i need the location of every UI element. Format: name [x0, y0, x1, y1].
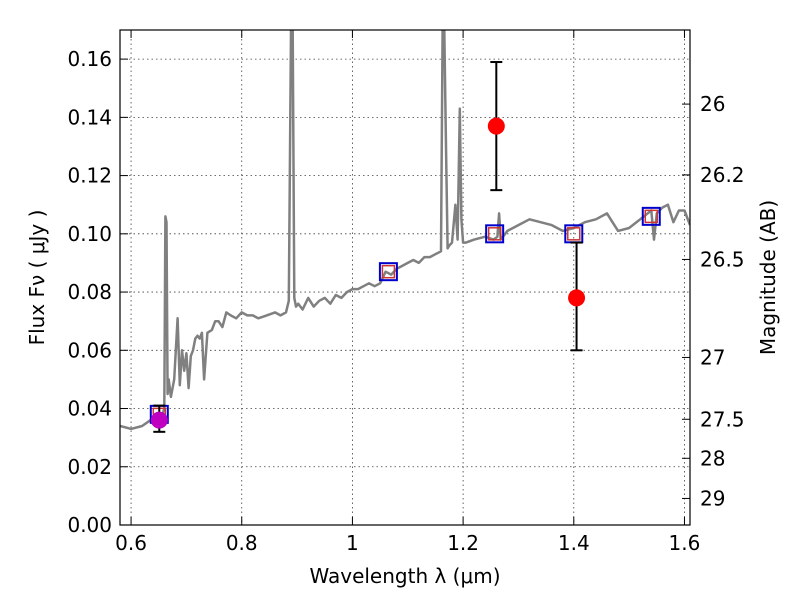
y-tick-label: 0.08 — [67, 280, 112, 304]
y2-tick-label: 26.2 — [700, 163, 745, 187]
y-axis-label: Flux Fν ( μJy ) — [25, 210, 49, 346]
model-points — [149, 206, 661, 424]
model-marker-inner — [644, 209, 659, 224]
model-marker-inner — [381, 264, 396, 279]
x-tick-label: 1.2 — [447, 531, 479, 555]
y2-tick-label: 26 — [700, 92, 725, 116]
y2-tick-label: 27 — [700, 345, 725, 369]
spectrum-line — [120, 30, 690, 431]
x-axis-label: Wavelength λ (μm) — [309, 564, 500, 588]
y2-tick-label: 27.5 — [700, 407, 745, 431]
observed-point — [487, 117, 505, 135]
y-tick-label: 0.06 — [67, 338, 112, 362]
plot-frame — [119, 29, 691, 526]
y2-tick-label: 29 — [700, 486, 725, 510]
x-tick-label: 1.6 — [669, 531, 701, 555]
model-marker — [378, 262, 398, 282]
x-tick-label: 1 — [346, 531, 359, 555]
axis-ticks: 0.6 0.8 1 1.2 1.4 1.6 0.00 0.02 0.04 0.06 0.08 0.10… — [67, 30, 745, 555]
y2-tick-label: 28 — [700, 446, 725, 470]
model-marker-inner — [567, 227, 581, 241]
y-tick-label: 0.12 — [67, 164, 112, 188]
model-marker-inner — [487, 227, 502, 241]
model-marker — [485, 224, 505, 244]
grid — [120, 30, 690, 526]
observed-point — [568, 289, 586, 307]
y-tick-label: 0.00 — [67, 513, 112, 537]
x-tick-label: 0.6 — [115, 531, 147, 555]
observed-point — [150, 411, 168, 429]
y-tick-label: 0.14 — [67, 105, 112, 129]
y-tick-label: 0.04 — [67, 397, 112, 421]
observed-points — [150, 61, 586, 433]
y2-tick-label: 26.5 — [700, 247, 745, 271]
y-tick-label: 0.02 — [67, 455, 112, 479]
y-tick-label: 0.16 — [67, 47, 112, 71]
x-tick-label: 0.8 — [226, 531, 258, 555]
model-marker — [641, 206, 661, 226]
y-tick-label: 0.10 — [67, 222, 112, 246]
y2-axis-label: Magnitude (AB) — [756, 200, 780, 355]
spectrum-series — [120, 30, 690, 431]
x-tick-label: 1.4 — [558, 531, 590, 555]
